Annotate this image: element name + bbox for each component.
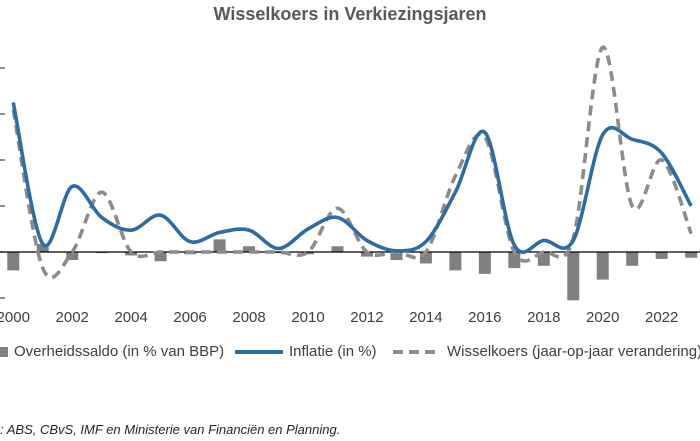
bar-2008 [243, 246, 256, 252]
x-tick-label-2016: 2016 [468, 309, 501, 326]
bar-2019 [567, 252, 580, 301]
bar-2023 [685, 252, 698, 258]
bar-2016 [478, 252, 491, 274]
bar-2014 [419, 252, 432, 264]
bar-2001 [36, 243, 49, 252]
legend-label-overheidssaldo: Overheidssaldo (in % van BBP) [14, 343, 225, 360]
legend: Overheidssaldo (in % van BBP) Inflatie (… [0, 343, 700, 367]
legend-item-wisselkoers: Wisselkoers (jaar-op-jaar verandering) [393, 343, 700, 360]
x-tick-label-2000: 2000 [0, 309, 30, 326]
line-wisselkoers [11, 45, 693, 280]
x-tick-label-2006: 2006 [173, 309, 206, 326]
legend-label-wisselkoers: Wisselkoers (jaar-op-jaar verandering) [447, 343, 700, 360]
x-tick-label-2004: 2004 [114, 309, 147, 326]
x-tick-label-2020: 2020 [586, 309, 619, 326]
bar-2011 [331, 246, 344, 252]
line-inflatie [11, 102, 693, 254]
bar-2012 [360, 252, 373, 257]
x-tick-label-2014: 2014 [409, 309, 442, 326]
line-series-group [11, 45, 693, 280]
x-tick-label-2002: 2002 [56, 309, 89, 326]
bar-2018 [537, 252, 550, 266]
bar-2021 [626, 252, 639, 266]
source-note: : ABS, CBvS, IMF en Ministerie van Finan… [0, 422, 341, 437]
x-tick-label-2018: 2018 [527, 309, 560, 326]
x-tick-label-2012: 2012 [350, 309, 383, 326]
bar-2022 [655, 252, 668, 259]
bar-2007 [213, 239, 226, 252]
y-axis-ticks [0, 67, 5, 299]
x-tick-label-2010: 2010 [291, 309, 324, 326]
legend-label-inflatie: Inflatie (in %) [289, 343, 377, 360]
bar-2002 [66, 252, 79, 261]
bar-2000 [7, 252, 20, 271]
bar-series-overheidssaldo [7, 239, 698, 301]
legend-swatch-line [235, 349, 283, 354]
bar-2017 [508, 252, 521, 269]
bar-2015 [449, 252, 462, 271]
legend-swatch-dashed-line [393, 349, 441, 354]
bar-2005 [154, 252, 167, 262]
x-tick-label-2022: 2022 [645, 309, 678, 326]
chart-title: Wisselkoers in Verkiezingsjaren [213, 4, 487, 24]
legend-swatch-bar [0, 346, 8, 357]
legend-item-overheidssaldo: Overheidssaldo (in % van BBP) [0, 343, 224, 360]
x-axis-tick-labels: 2000 2002 2004 2006 2008 2010 2012 2014 2016 2018… [0, 309, 678, 326]
legend-item-inflatie: Inflatie (in %) [235, 343, 377, 360]
bar-2013 [390, 252, 403, 261]
x-tick-label-2008: 2008 [232, 309, 265, 326]
bar-2010 [302, 252, 314, 255]
bar-2020 [596, 252, 609, 280]
